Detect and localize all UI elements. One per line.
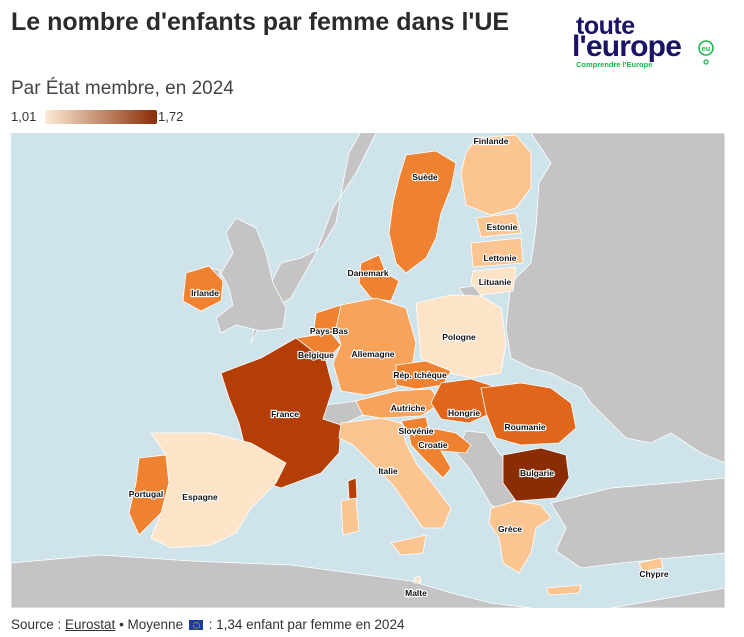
country-france-corse — [347, 477, 358, 500]
country-malte — [413, 575, 422, 584]
label-france: France — [271, 409, 299, 419]
non-eu-land — [11, 133, 725, 608]
label-croatie: Croatie — [418, 440, 448, 450]
country-labels: Finlande Suède Estonie Lettonie Lituanie… — [128, 135, 670, 599]
label-finlande: Finlande — [474, 136, 509, 146]
country-danemark — [358, 254, 400, 302]
logo-tagline: Comprendre l'Europe — [576, 60, 653, 69]
label-lituanie: Lituanie — [479, 277, 512, 287]
country-estonie — [475, 212, 522, 238]
label-estonie: Estonie — [487, 222, 518, 232]
label-belgique: Belgique — [298, 350, 334, 360]
source-prefix: Source : — [11, 617, 66, 632]
source-link-eurostat[interactable]: Eurostat — [65, 617, 116, 632]
label-espagne: Espagne — [182, 492, 218, 502]
label-malte: Malte — [405, 588, 427, 598]
country-finlande — [460, 134, 532, 216]
chart-title: Le nombre d'enfants par femme dans l'UE — [11, 8, 510, 36]
country-espagne — [150, 432, 287, 549]
label-suede: Suède — [412, 172, 438, 182]
label-pologne: Pologne — [442, 332, 476, 342]
legend-max-label: 1,72 — [158, 109, 184, 124]
label-lettonie: Lettonie — [483, 253, 516, 263]
northern-africa-east-land — [610, 587, 725, 608]
label-rep-tcheque: Rép. tchèque — [393, 370, 447, 380]
europe-map: Finlande Suède Estonie Lettonie Lituanie… — [11, 133, 725, 608]
country-allemagne — [332, 297, 417, 396]
country-grece — [488, 500, 552, 574]
north-africa-land — [11, 554, 532, 608]
label-danemark: Danemark — [347, 268, 388, 278]
label-allemagne: Allemagne — [352, 349, 395, 359]
label-hongrie: Hongrie — [448, 408, 480, 418]
country-italie-sardaigne — [340, 497, 360, 536]
average-text: : 1,34 enfant par femme en 2024 — [204, 617, 405, 632]
label-bulgarie: Bulgarie — [520, 468, 554, 478]
country-croatie — [408, 428, 472, 479]
country-lettonie — [470, 237, 524, 268]
eu-countries — [128, 134, 664, 596]
legend-min-label: 1,01 — [11, 109, 37, 124]
norway-land — [250, 133, 377, 344]
eu-flag-icon — [188, 620, 203, 630]
country-irlande — [182, 265, 224, 312]
uk-land — [215, 217, 287, 334]
label-grece: Grèce — [498, 524, 522, 534]
label-pays-bas: Pays-Bas — [310, 326, 349, 336]
country-bulgarie — [502, 447, 570, 502]
country-autriche — [355, 388, 442, 419]
country-roumanie — [480, 382, 577, 446]
logo-text-toute: toute — [576, 12, 635, 40]
average-prefix: • Moyenne — [115, 617, 187, 632]
country-lituanie — [470, 266, 517, 296]
logo-text-leurope: l'europe — [572, 30, 682, 63]
turkey-land — [550, 477, 725, 569]
label-italie: Italie — [378, 466, 398, 476]
label-irlande: Irlande — [191, 288, 219, 298]
eastern-europe-land — [505, 133, 725, 464]
toute-leurope-logo[interactable]: toute l'europe Comprendre l'Europe eu — [572, 14, 718, 72]
chart-subtitle: Par État membre, en 2024 — [11, 78, 234, 99]
country-grece-crete — [545, 584, 582, 596]
logo-eu-suffix: eu — [702, 44, 711, 53]
label-roumanie: Roumanie — [504, 422, 545, 432]
country-chypre — [638, 557, 664, 572]
label-portugal: Portugal — [129, 489, 163, 499]
logo-eu-badge-icon: eu — [698, 40, 714, 65]
label-chypre: Chypre — [639, 569, 669, 579]
country-italie — [338, 417, 452, 529]
source-footer: Source : Eurostat • Moyenne : 1,34 enfan… — [11, 617, 404, 632]
europe-map-svg: Finlande Suède Estonie Lettonie Lituanie… — [11, 133, 725, 608]
country-italie-sicile — [390, 534, 427, 556]
country-suede — [388, 150, 457, 274]
label-slovenie: Slovénie — [399, 426, 434, 436]
legend-gradient-bar — [45, 110, 157, 124]
label-autriche: Autriche — [391, 403, 426, 413]
